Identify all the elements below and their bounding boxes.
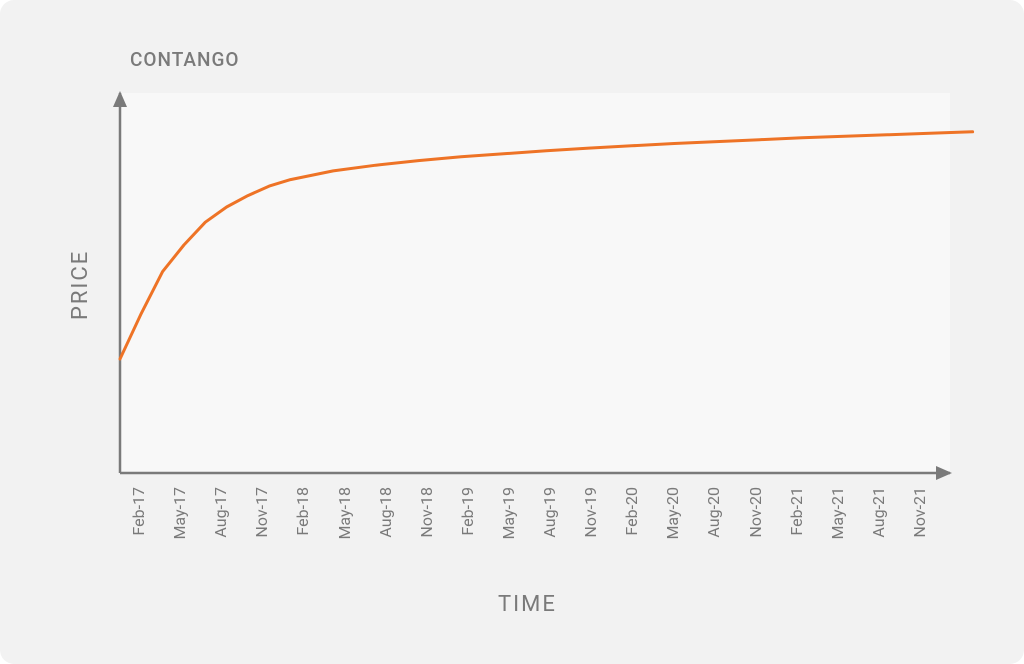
- x-tick-label: Aug-19: [540, 487, 559, 538]
- x-tick-label: Feb-17: [129, 487, 148, 536]
- x-tick-label: Nov-17: [252, 487, 271, 538]
- x-tick-label: Aug-21: [869, 487, 888, 538]
- plot-area: Feb-17May-17Aug-17Nov-17Feb-18May-18Aug-…: [120, 93, 950, 473]
- x-tick-label: Feb-20: [622, 487, 641, 536]
- x-tick-label: Aug-18: [376, 487, 395, 538]
- x-tick-label: May-21: [828, 487, 847, 540]
- x-tick-label: Feb-19: [458, 487, 477, 536]
- x-axis-label: TIME: [498, 592, 557, 617]
- x-tick-label: Aug-20: [704, 487, 723, 538]
- x-tick-label: Nov-19: [581, 487, 600, 538]
- chart-title: CONTANGO: [130, 48, 240, 71]
- x-tick-label: May-20: [663, 487, 682, 540]
- x-tick-label: Aug-17: [211, 487, 230, 538]
- x-tick-label: Nov-18: [417, 487, 436, 538]
- x-tick-label: Nov-21: [910, 487, 929, 538]
- x-tick-label: Feb-21: [787, 487, 806, 536]
- x-tick-label: May-19: [499, 487, 518, 540]
- x-tick-label: May-18: [335, 487, 354, 540]
- chart-card: CONTANGO PRICE Feb-17May-17Aug-17Nov-17F…: [0, 0, 1024, 664]
- x-tick-label: Feb-18: [293, 487, 312, 536]
- x-tick-label: May-17: [170, 487, 189, 540]
- x-tick-label: Nov-20: [746, 487, 765, 538]
- chart-svg: [120, 93, 950, 473]
- y-axis-label: PRICE: [68, 250, 93, 320]
